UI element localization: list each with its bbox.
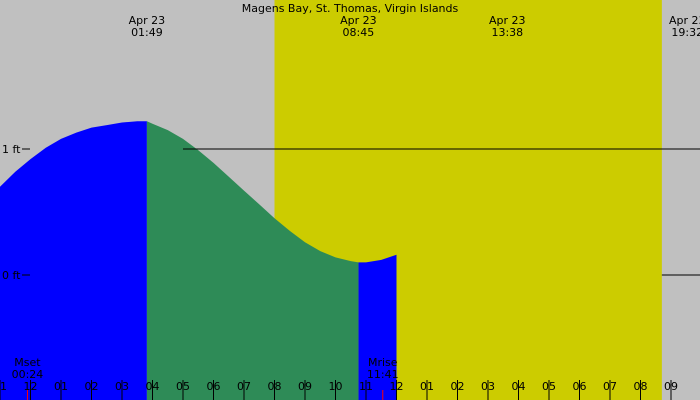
x-tick-label-12: 11 — [359, 380, 373, 393]
x-tick-label-15: 02 — [451, 380, 465, 393]
y-tick-label-0: 0 ft — [2, 269, 21, 282]
extreme-date-1: Apr 23 — [340, 14, 377, 27]
extreme-date-3: Apr 23 — [669, 14, 700, 27]
x-tick-label-18: 05 — [542, 380, 556, 393]
x-tick-label-1: 12 — [24, 380, 38, 393]
extreme-time-0: 01:49 — [131, 26, 163, 39]
x-tick-label-10: 09 — [298, 380, 312, 393]
extreme-date-0: Apr 23 — [129, 14, 166, 27]
x-tick-label-17: 04 — [512, 380, 526, 393]
x-tick-label-5: 04 — [146, 380, 160, 393]
extreme-time-2: 13:38 — [491, 26, 523, 39]
reference-lines — [183, 148, 700, 276]
x-tick-label-6: 05 — [176, 380, 190, 393]
moon-event-time-0: 00:24 — [12, 368, 44, 381]
x-tick-label-0: 11 — [0, 380, 7, 393]
x-tick-label-7: 06 — [207, 380, 221, 393]
y-axis-ticks: 0 ft 1 ft — [2, 143, 30, 282]
x-tick-label-8: 07 — [237, 380, 251, 393]
x-tick-label-11: 10 — [329, 380, 343, 393]
falling-tide-area-0 — [146, 121, 359, 400]
x-tick-label-22: 09 — [664, 380, 678, 393]
x-tick-label-9: 08 — [268, 380, 282, 393]
x-tick-label-3: 02 — [85, 380, 99, 393]
x-tick-label-13: 12 — [390, 380, 404, 393]
x-tick-label-16: 03 — [481, 380, 495, 393]
chart-title: Magens Bay, St. Thomas, Virgin Islands — [242, 2, 459, 15]
x-tick-label-19: 06 — [573, 380, 587, 393]
x-tick-label-4: 03 — [115, 380, 129, 393]
tide-areas — [0, 121, 397, 400]
x-tick-label-20: 07 — [603, 380, 617, 393]
x-tick-label-14: 01 — [420, 380, 434, 393]
y-tick-label-1: 1 ft — [2, 143, 21, 156]
extreme-date-2: Apr 23 — [489, 14, 526, 27]
extreme-time-3: 19:32 — [671, 26, 700, 39]
moon-event-label-1: Mrise — [368, 356, 398, 369]
x-axis-ticks: 11 12 01 02 03 04 05 06 07 08 09 10 11 12 01 02 03 04 05 06… — [0, 380, 678, 400]
x-tick-label-2: 01 — [54, 380, 68, 393]
extreme-time-1: 08:45 — [343, 26, 375, 39]
moon-event-time-1: 11:41 — [367, 368, 399, 381]
moon-event-label-0: Mset — [14, 356, 41, 369]
rising-tide-area-1 — [358, 254, 397, 400]
x-tick-label-21: 08 — [634, 380, 648, 393]
rising-tide-area-0 — [0, 121, 147, 400]
